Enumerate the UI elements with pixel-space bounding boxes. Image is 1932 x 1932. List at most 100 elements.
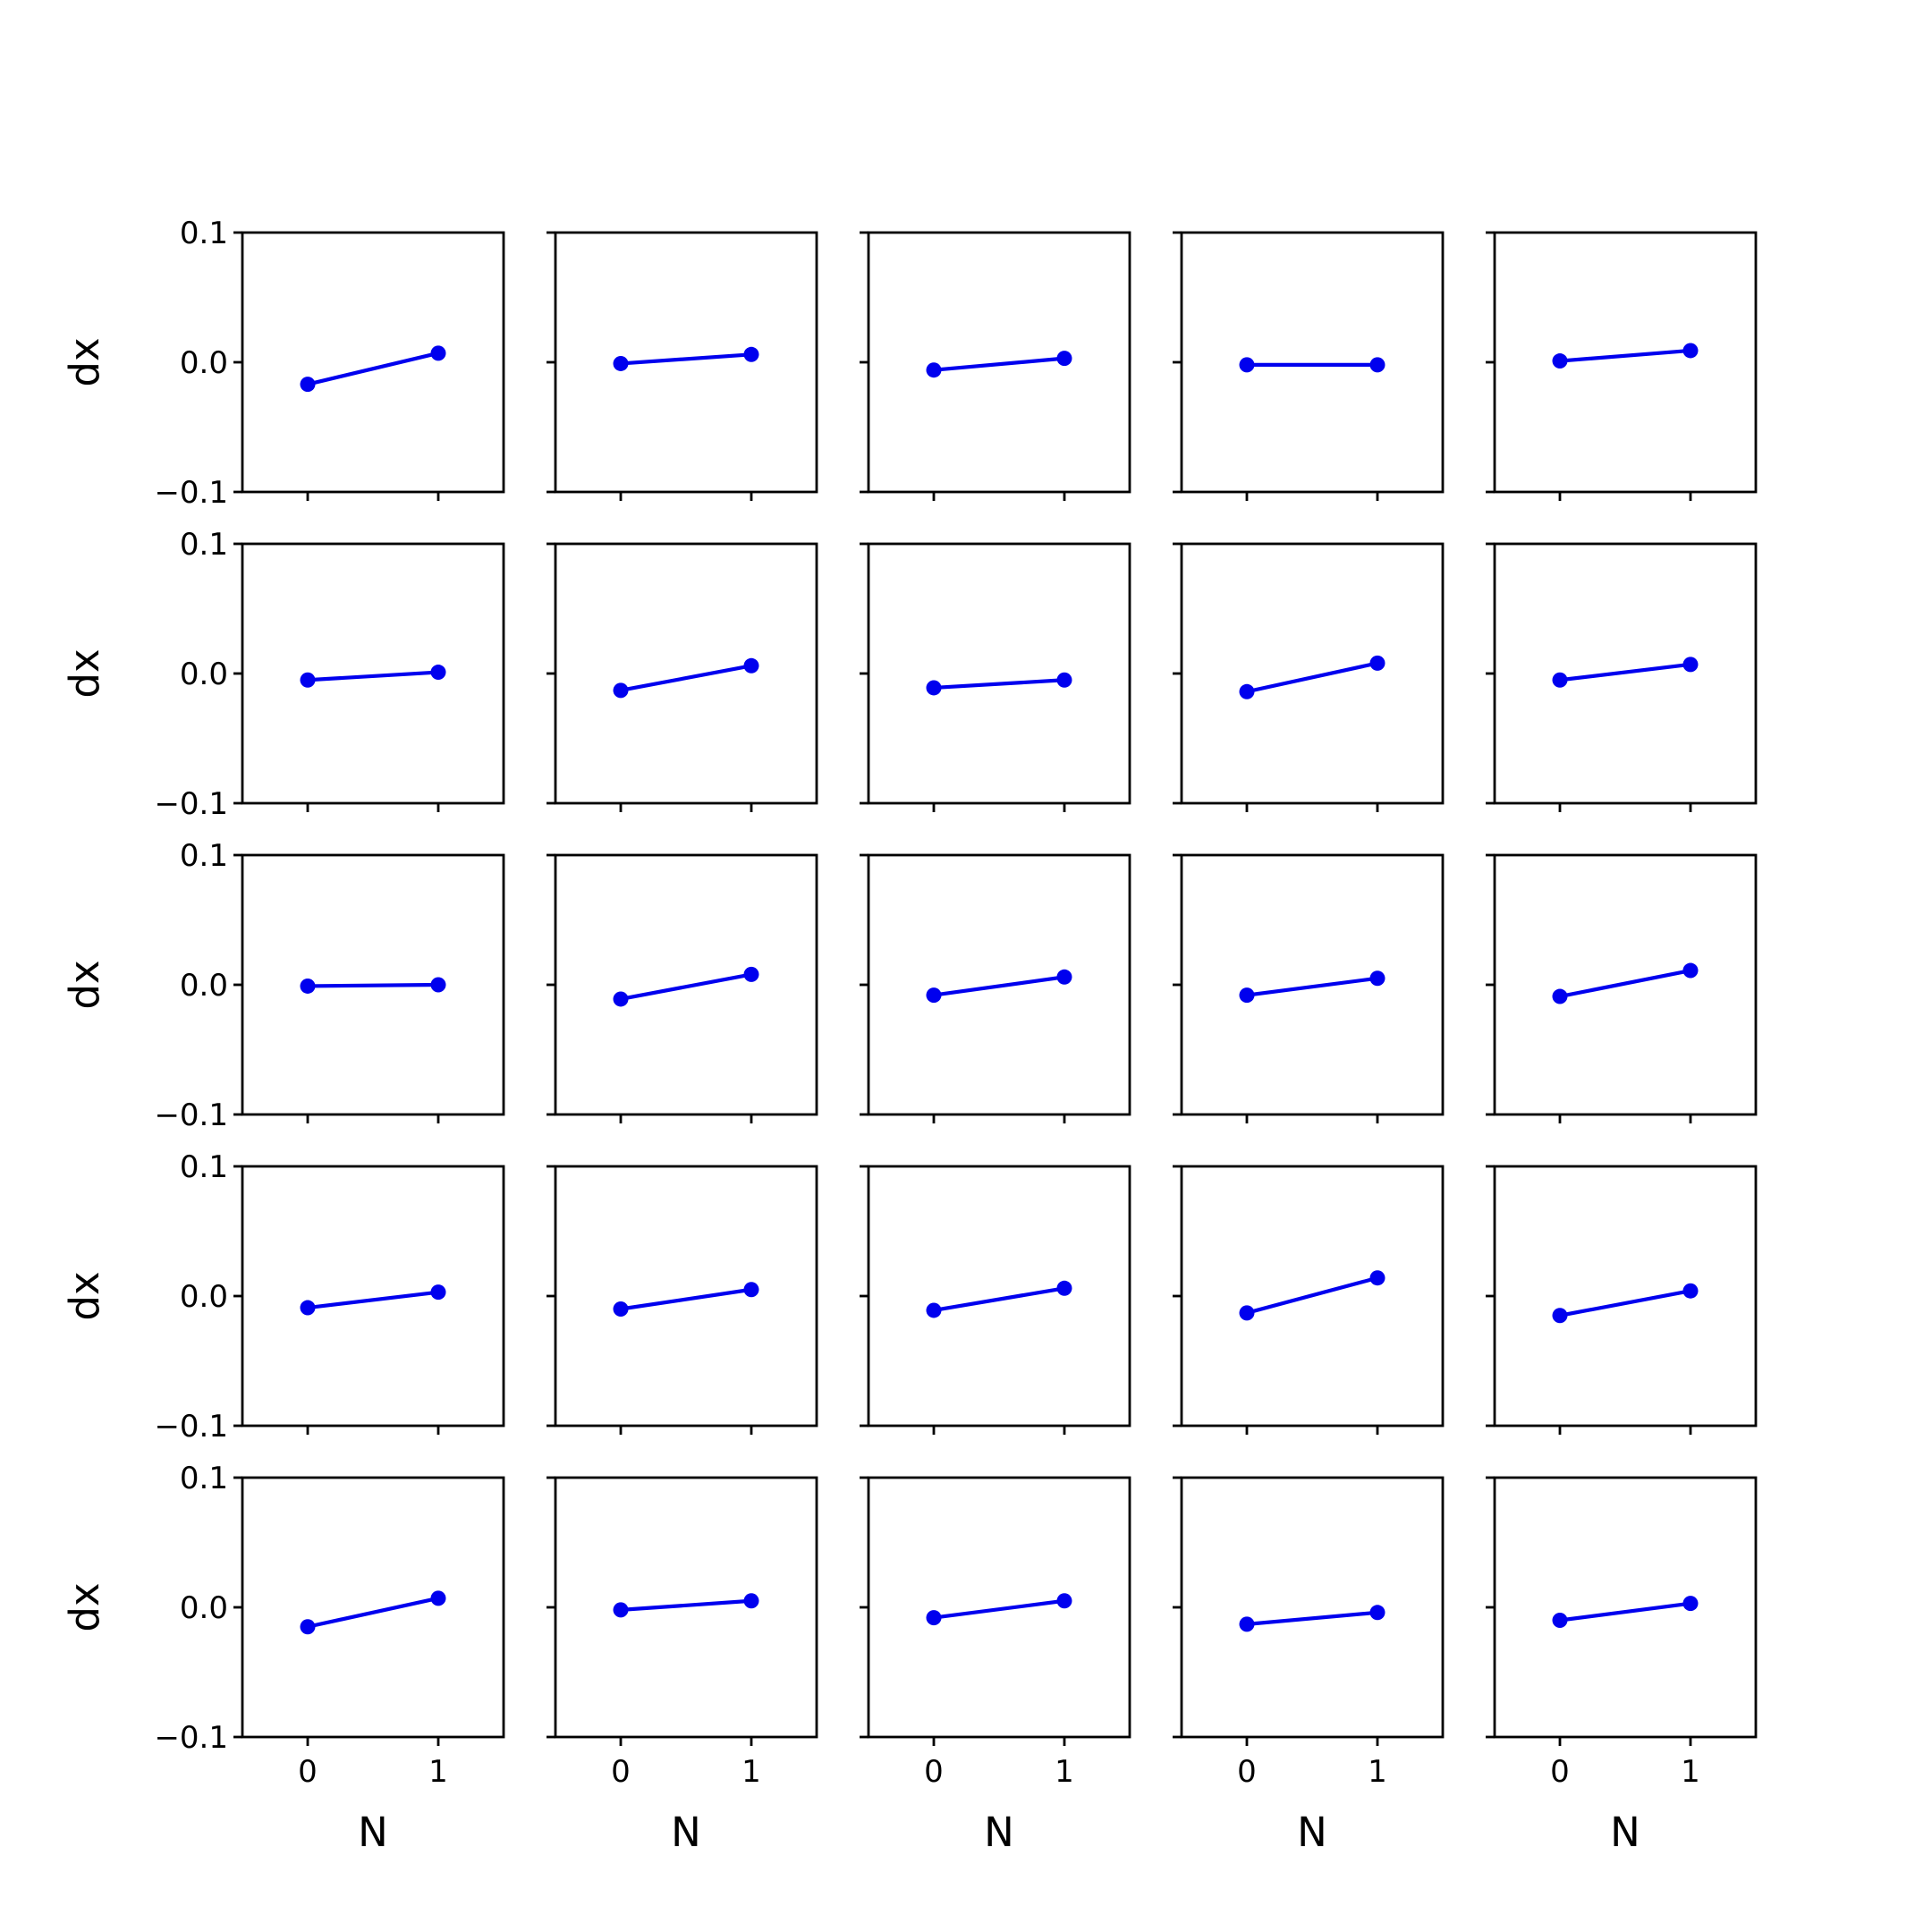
series-line [618,352,754,366]
x-tick-label: 0 [924,1754,944,1790]
axes-frame [867,1476,1131,1739]
series-line [931,975,1067,997]
x-tick-label: 0 [1237,1754,1257,1790]
data-point [1056,1593,1072,1609]
subplot-r2-c3 [860,542,1131,812]
data-point [743,346,759,362]
data-point [1239,683,1255,699]
data-point [1682,657,1699,673]
subplot-r4-c5 [1486,1165,1758,1435]
y-tick-label: 0.1 [180,527,228,563]
data-point [300,377,316,393]
data-point [1239,987,1255,1004]
data-point [1056,672,1072,688]
y-axis-label: dx [61,1582,108,1631]
axes-frame [1493,1476,1758,1739]
data-point [1056,969,1072,985]
data-point [1239,1616,1255,1632]
subplot-r3-c3 [860,853,1131,1123]
y-tick-label: 0.0 [180,968,228,1004]
axes-frame [554,1476,818,1739]
axes-frame [1180,231,1445,494]
data-point [430,665,446,681]
subplot-r1-c2 [547,231,818,501]
series-line [931,678,1067,691]
data-point [1682,1596,1699,1612]
y-tick-label: −0.1 [154,1097,228,1133]
data-point [300,1300,316,1316]
axes-frame [554,853,818,1116]
data-point [430,1590,446,1606]
series-line [305,1290,441,1310]
axes-frame [867,542,1131,805]
axes-frame [241,1476,505,1739]
data-point [1239,357,1255,373]
y-tick-label: 0.0 [180,657,228,692]
subplot-r2-c1: −0.1 0.0 0.1 dx [61,527,505,822]
y-tick-label: 0.0 [180,1590,228,1626]
data-point [1552,672,1568,688]
subplot-r2-c4 [1173,542,1445,812]
subplot-r4-c2 [547,1165,818,1435]
data-point [613,991,629,1007]
data-point [1552,988,1568,1004]
x-tick-label: 1 [741,1754,761,1790]
y-axis-label: dx [61,960,108,1009]
data-point [300,1619,316,1635]
series-line [1557,1601,1693,1623]
subplot-r3-c1: −0.1 0.0 0.1 dx [61,838,505,1133]
data-point [1369,1605,1385,1621]
subplot-r3-c5 [1486,853,1758,1123]
axes-frame [1180,1476,1445,1739]
subplot-r1-c5 [1486,231,1758,501]
subplot-r1-c4 [1173,231,1445,501]
series-line [931,356,1067,372]
series-line [1244,1610,1380,1626]
data-point [1369,357,1385,373]
data-point [743,966,759,982]
data-point [1682,343,1699,359]
series-line [1557,1289,1693,1318]
panels: −0.10.00.1dx−0.10.00.1dx−0.10.00.1dx−0.1… [61,216,1758,1856]
axes-frame [1180,542,1445,805]
subplot-r2-c2 [547,542,818,812]
y-tick-label: 0.1 [180,1149,228,1185]
series-line [1557,348,1693,363]
y-tick-label: 0.1 [180,838,228,874]
data-point [1369,1270,1385,1286]
axes-frame [554,231,818,494]
subplot-r3-c4 [1173,853,1445,1123]
series-line [1557,968,1693,999]
data-point [743,657,759,674]
y-tick-label: −0.1 [154,475,228,511]
data-point [926,362,942,378]
x-axis-label: N [1297,1809,1327,1856]
x-tick-label: 1 [1681,1754,1700,1790]
data-point [1239,1305,1255,1321]
data-point [613,355,629,371]
axes-frame [241,542,505,805]
subplot-r5-c2: 0 1 N [547,1476,818,1856]
y-tick-label: 0.1 [180,216,228,251]
data-point [926,680,942,696]
y-tick-label: 0.0 [180,1279,228,1315]
series-line [618,972,754,1002]
data-point [1552,1613,1568,1628]
y-axis-label: dx [61,337,108,386]
subplot-r3-c2 [547,853,818,1123]
subplot-r4-c4 [1173,1165,1445,1435]
series-line [1557,662,1693,682]
data-point [1552,1308,1568,1324]
axes-frame [554,542,818,805]
axes-frame [1493,1165,1758,1428]
data-point [613,1602,629,1618]
x-axis-label: N [671,1809,701,1856]
series-line [931,1598,1067,1620]
y-tick-label: 0.1 [180,1461,228,1496]
axes-frame [554,1165,818,1428]
data-point [926,1610,942,1626]
data-point [300,672,316,688]
subplot-r5-c3: 0 1 N [860,1476,1131,1856]
y-axis-label: dx [61,648,108,698]
